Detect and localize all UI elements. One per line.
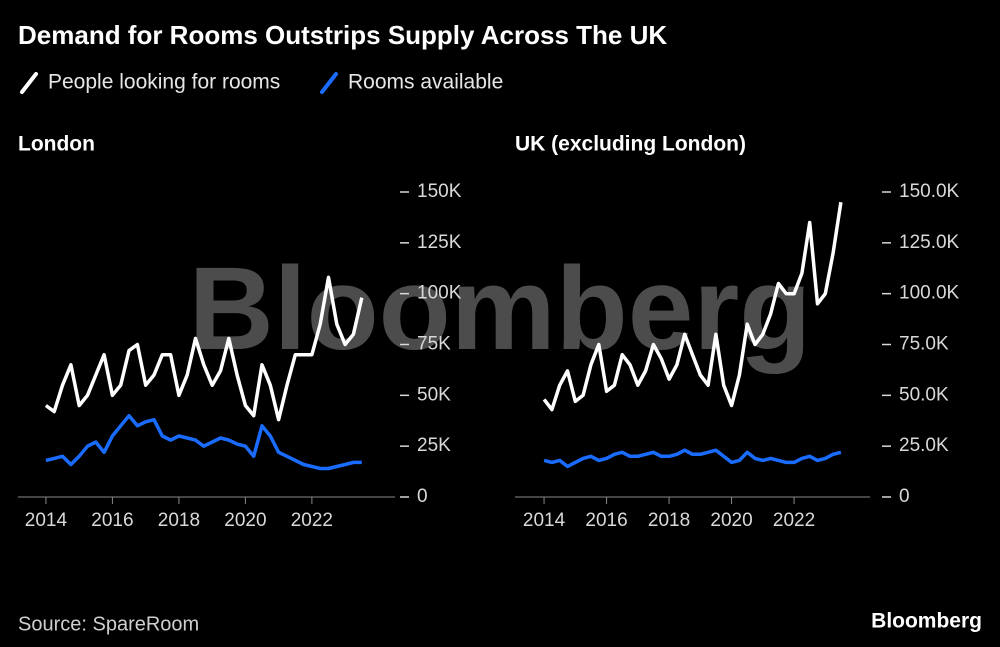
y-tick-label: 150K	[417, 181, 462, 202]
series-line	[543, 448, 842, 469]
x-tick-label: 2022	[773, 510, 815, 531]
watermark: Bloomberg	[189, 243, 812, 375]
legend-swatch	[20, 72, 38, 94]
chart-title: Demand for Rooms Outstrips Supply Across…	[18, 20, 667, 50]
series-line	[44, 275, 364, 422]
y-tick-label: 25.0K	[899, 435, 949, 456]
logo: Bloomberg	[871, 610, 982, 633]
panel-title: London	[18, 133, 95, 156]
y-tick-label: 25K	[417, 435, 451, 456]
x-tick-label: 2020	[710, 510, 752, 531]
x-tick-label: 2016	[91, 510, 133, 531]
legend-label: People looking for rooms	[48, 71, 280, 94]
x-tick-label: 2018	[158, 510, 200, 531]
source: Source: SpareRoom	[18, 613, 199, 635]
y-tick-label: 50.0K	[899, 384, 949, 405]
series-line	[542, 201, 843, 412]
y-tick-label: 50K	[417, 384, 451, 405]
y-tick-label: 100K	[417, 283, 462, 304]
x-tick-label: 2020	[224, 510, 266, 531]
y-tick-label: 75.0K	[899, 334, 949, 355]
y-tick-label: 125K	[417, 232, 462, 253]
x-tick-label: 2016	[585, 510, 627, 531]
x-tick-label: 2014	[25, 510, 68, 531]
y-tick-label: 0	[899, 486, 910, 507]
y-tick-label: 125.0K	[899, 232, 960, 253]
panel-title: UK (excluding London)	[515, 133, 746, 156]
y-tick-label: 0	[417, 486, 428, 507]
x-tick-label: 2014	[523, 510, 566, 531]
y-tick-label: 100.0K	[899, 283, 960, 304]
y-tick-label: 75K	[417, 334, 451, 355]
x-tick-label: 2022	[291, 510, 333, 531]
legend-swatch	[320, 72, 338, 94]
legend-label: Rooms available	[348, 71, 503, 94]
series-line	[45, 413, 362, 471]
x-tick-label: 2018	[648, 510, 690, 531]
y-tick-label: 150.0K	[899, 181, 960, 202]
